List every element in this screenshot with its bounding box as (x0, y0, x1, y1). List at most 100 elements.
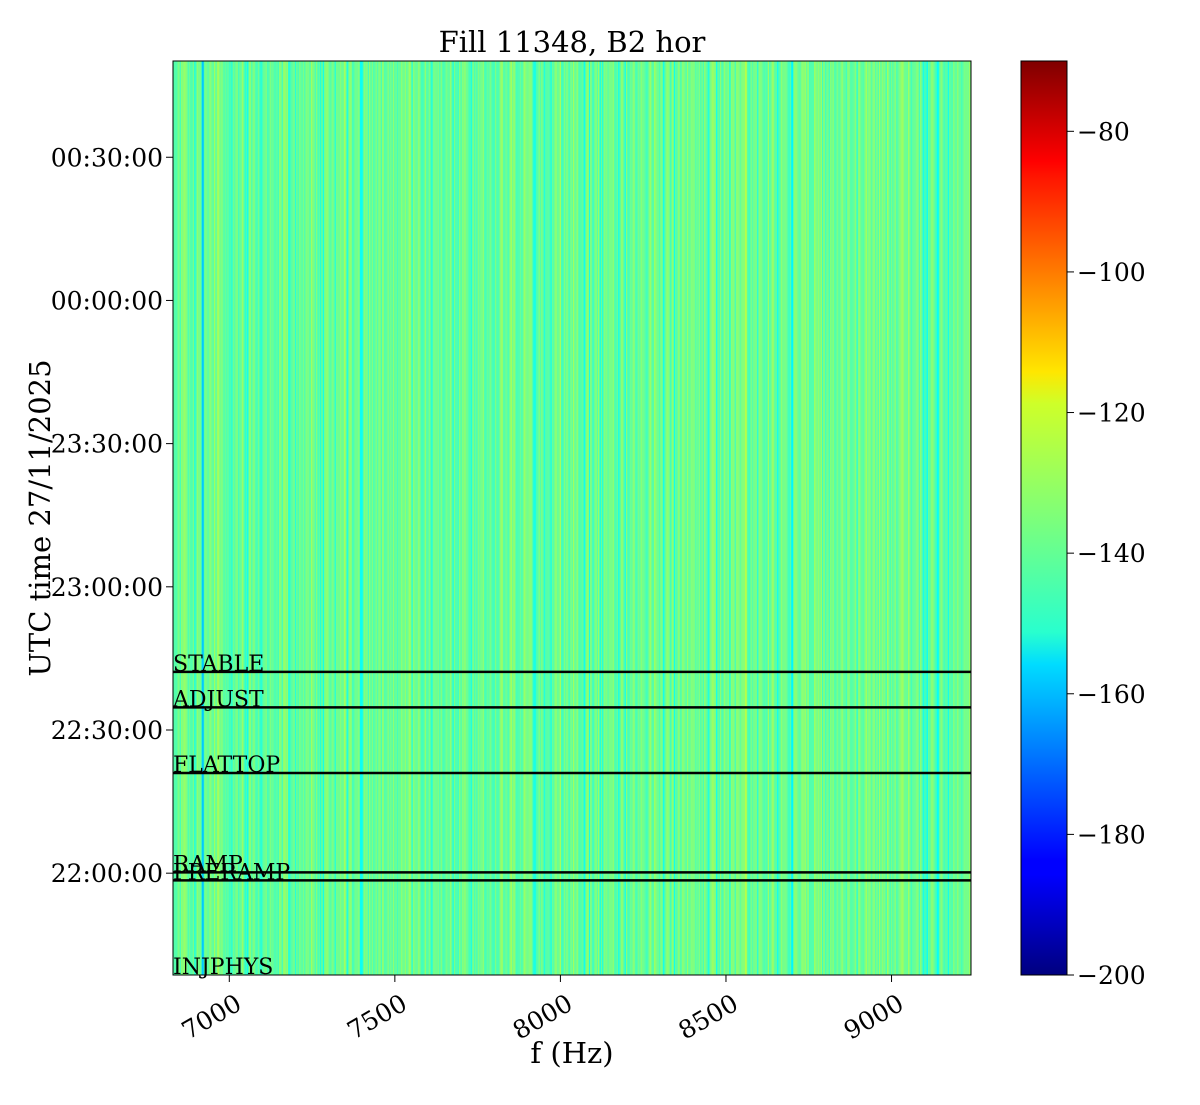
spectrum-bin (471, 61, 473, 975)
spectral-line (744, 61, 747, 975)
spectrum-bin (293, 61, 296, 975)
spectrum-bin (327, 61, 330, 975)
spectrum-bin (951, 61, 954, 975)
spectrum-bin (766, 61, 769, 975)
spectrum-bin (786, 61, 788, 975)
spectrum-bin (554, 61, 557, 975)
spectrum-bin (739, 61, 742, 975)
x-axis-label: f (Hz) (530, 1036, 613, 1070)
spectrum-bin (469, 61, 472, 975)
spectrum-bin (460, 61, 463, 975)
spectrum-bin (812, 61, 815, 975)
colorbar-tick-label: −180 (1077, 820, 1146, 849)
spectrum-bin (706, 61, 709, 975)
spectrum-bin (629, 61, 632, 975)
spectrum-bin (429, 61, 432, 975)
spectrum-bin (337, 61, 339, 975)
spectrum-bin (918, 61, 921, 975)
spectrum-bin (239, 61, 241, 975)
plot-frame (172, 60, 972, 976)
spectrum-bin (448, 61, 451, 975)
spectrum-bin (404, 61, 407, 975)
spectrum-bin (211, 61, 214, 975)
spectrum-bin (641, 61, 644, 975)
spectrum-bin (387, 61, 390, 975)
spectrum-bin (925, 61, 928, 975)
beam-mode-label: RAMP (173, 852, 243, 877)
spectrum-bin (763, 61, 766, 975)
spectrum-bin (702, 61, 705, 975)
spectrum-bin (904, 61, 906, 975)
spectrum-bin (723, 61, 726, 975)
spectrum-bin (569, 61, 571, 975)
spectrum-bin (627, 61, 630, 975)
spectrum-bin (216, 61, 219, 975)
spectrum-bin (698, 61, 701, 975)
spectrum-bin (186, 61, 188, 975)
spectrum-bin (365, 61, 367, 975)
spectrum-bin (541, 61, 543, 975)
spectrum-bin (277, 61, 280, 975)
spectrum-bin (261, 61, 264, 975)
spectrum-bin (349, 61, 351, 975)
spectrum-bin (331, 61, 334, 975)
spectrum-bin (772, 61, 775, 975)
colorbar-tick-label: −100 (1077, 258, 1146, 287)
spectrum-bin (701, 61, 704, 975)
spectrum-bin (718, 61, 721, 975)
spectrum-bin (686, 61, 689, 975)
spectrum-bin (354, 61, 357, 975)
spectrum-bin (571, 61, 574, 975)
spectrum-bin (694, 61, 697, 975)
spectrum-bin (334, 61, 337, 975)
spectrum-bin (272, 61, 275, 975)
spectrum-bin (562, 61, 565, 975)
spectrum-bin (742, 61, 745, 975)
spectrum-bin (788, 61, 791, 975)
spectrum-bin (551, 61, 554, 975)
spectrum-bin (607, 61, 610, 975)
spectrum-bin (857, 61, 860, 975)
spectrum-bin (840, 61, 843, 975)
spectrum-bin (966, 61, 969, 975)
spectrum-bin (635, 61, 637, 975)
spectrum-bin (784, 61, 787, 975)
spectrum-bin (256, 61, 259, 975)
spectrum-bin (251, 61, 253, 975)
spectrum-bin (727, 61, 730, 975)
spectrum-bin (488, 61, 490, 975)
spectrum-bin (746, 61, 749, 975)
spectrum-bin (592, 61, 595, 975)
spectrum-bin (317, 61, 320, 975)
spectrum-bin (636, 61, 639, 975)
spectrum-bin (953, 61, 955, 975)
spectrum-bin (672, 61, 675, 975)
spectrum-bin (874, 61, 877, 975)
spectrum-bin (733, 61, 735, 975)
spectrum-bin (612, 61, 615, 975)
spectrum-bin (916, 61, 918, 975)
spectrum-bin (692, 61, 694, 975)
spectrum-bin (240, 61, 243, 975)
spectrum-bin (783, 61, 786, 975)
colorbar-tick-label: −120 (1077, 399, 1146, 428)
spectrum-bin (796, 61, 799, 975)
spectrum-bin (680, 61, 682, 975)
spectrum-bin (542, 61, 545, 975)
spectrum-bin (841, 61, 844, 975)
spectrum-bin (550, 61, 553, 975)
spectrum-bin (521, 61, 524, 975)
spectrum-bin (423, 61, 426, 975)
spectrum-bin (200, 61, 203, 975)
spectrum-bin (512, 61, 514, 975)
spectrum-bin (837, 61, 840, 975)
spectrum-bin (815, 61, 818, 975)
spectrum-bin (802, 61, 804, 975)
spectrum-bin (403, 61, 406, 975)
spectrum-bin (318, 61, 321, 975)
spectrum-bin (884, 61, 886, 975)
spectrum-bin (885, 61, 888, 975)
spectrum-bin (584, 61, 587, 975)
spectrum-bin (489, 61, 492, 975)
